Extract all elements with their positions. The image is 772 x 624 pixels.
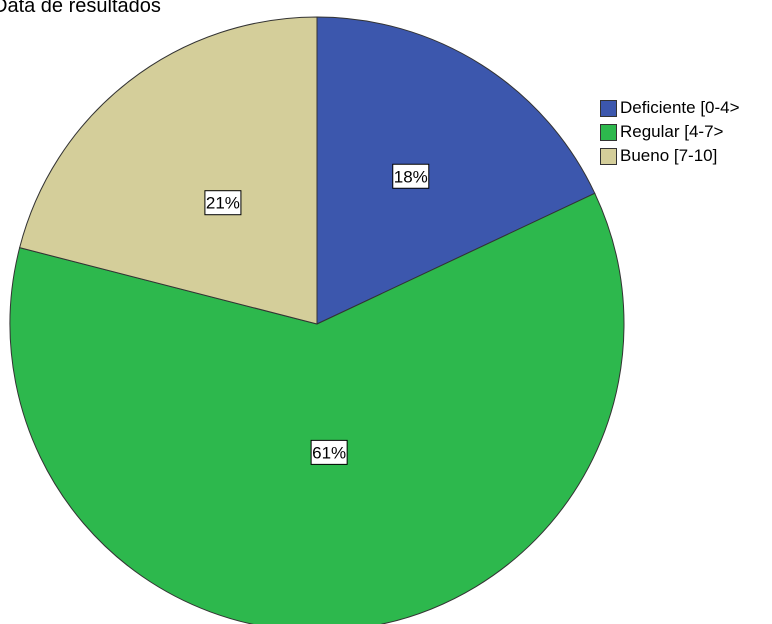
legend-item-bueno: Bueno [7-10] xyxy=(600,144,740,168)
pie-slice-regular xyxy=(9,192,625,624)
pie-slice-deficiente xyxy=(316,16,596,325)
data-label-box-regular xyxy=(310,439,348,465)
legend-swatch-deficiente xyxy=(600,99,617,117)
legend-label-bueno: Bueno [7-10] xyxy=(620,146,718,165)
legend-swatch-regular xyxy=(600,123,617,141)
data-label-deficiente: 18% xyxy=(392,163,430,189)
legend-label-deficiente: Deficiente [0-4> xyxy=(620,98,740,117)
legend-item-deficiente: Deficiente [0-4> xyxy=(600,96,740,120)
chart-title: Data de resultados xyxy=(0,0,161,17)
legend-item-regular: Regular [4-7> xyxy=(600,120,740,144)
data-label-box-deficiente xyxy=(392,163,430,189)
data-label-text-regular: 61% xyxy=(312,443,346,462)
data-label-bueno: 21% xyxy=(204,190,242,216)
data-label-regular: 61% xyxy=(310,439,348,465)
legend-swatch-bueno xyxy=(600,147,617,165)
pie-slice-bueno xyxy=(19,16,318,325)
legend-label-regular: Regular [4-7> xyxy=(620,122,724,141)
data-label-box-bueno xyxy=(204,190,242,216)
legend: Deficiente [0-4> Regular [4-7> Bueno [7-… xyxy=(600,96,740,168)
data-label-text-bueno: 21% xyxy=(206,194,240,213)
data-label-text-deficiente: 18% xyxy=(394,167,428,186)
